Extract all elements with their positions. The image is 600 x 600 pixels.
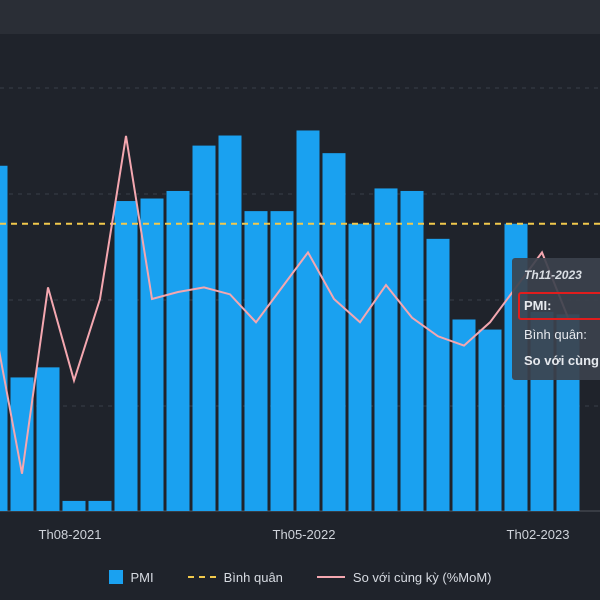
pmi-bar[interactable] — [400, 190, 424, 511]
pmi-bar[interactable] — [0, 165, 8, 511]
tooltip-pmi-label: PMI: — [524, 298, 552, 313]
pmi-bar[interactable] — [296, 130, 320, 512]
legend: PMI Bình quân So với cùng kỳ (%MoM) — [0, 566, 600, 588]
mom-line — [0, 135, 569, 474]
pmi-bar[interactable] — [62, 500, 86, 511]
legend-mom-label: So với cùng kỳ (%MoM) — [352, 569, 492, 585]
x-tick-label: Th08-2021 — [39, 527, 102, 542]
pmi-bar[interactable] — [36, 367, 60, 511]
legend-item-pmi[interactable]: PMI — [108, 569, 154, 585]
pmi-bar[interactable] — [244, 211, 268, 511]
tooltip-title: Th11-2023 — [524, 268, 582, 282]
pmi-bar[interactable] — [348, 223, 372, 511]
pmi-bar[interactable] — [322, 153, 346, 511]
tooltip-pmi-highlight — [518, 292, 600, 320]
pmi-bar[interactable] — [452, 319, 476, 511]
pmi-bar[interactable] — [192, 145, 216, 511]
average-swatch — [187, 576, 216, 578]
pmi-bar[interactable] — [114, 201, 138, 512]
x-tick-label: Th05-2022 — [273, 527, 336, 542]
pmi-bar[interactable] — [478, 329, 502, 511]
pmi-bar[interactable] — [218, 135, 242, 511]
legend-pmi-label: PMI — [130, 569, 154, 585]
mom-swatch — [316, 576, 345, 578]
tooltip: Th11-2023 PMI: Bình quân: So với cùng — [512, 258, 600, 380]
pmi-bar[interactable] — [374, 188, 398, 511]
pmi-swatch — [108, 570, 123, 584]
pmi-bar[interactable] — [10, 377, 34, 511]
legend-item-average[interactable]: Bình quân — [187, 569, 283, 585]
top-strip — [0, 0, 600, 34]
pmi-bar[interactable] — [88, 500, 112, 511]
pmi-bar[interactable] — [426, 238, 450, 511]
x-tick-label: Th02-2023 — [507, 527, 570, 542]
tooltip-yoy-label: So với cùng — [524, 353, 599, 368]
pmi-bar[interactable] — [166, 190, 190, 511]
tooltip-avg-label: Bình quân: — [524, 327, 587, 342]
legend-item-mom[interactable]: So với cùng kỳ (%MoM) — [316, 569, 492, 585]
pmi-bar[interactable] — [140, 198, 164, 511]
pmi-bar[interactable] — [270, 211, 294, 511]
legend-average-label: Bình quân — [223, 569, 283, 585]
